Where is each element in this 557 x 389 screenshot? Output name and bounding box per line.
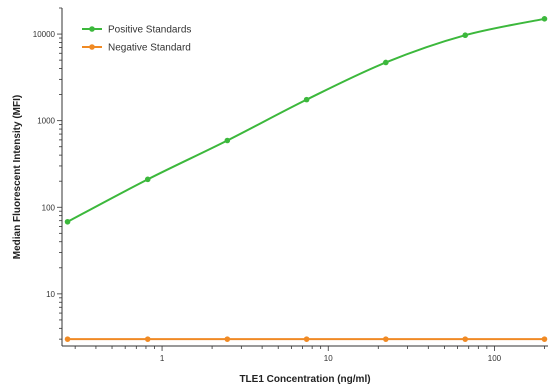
data-point-positive-standards: [144, 176, 151, 183]
data-point-negative-standard: [462, 336, 469, 342]
data-point-negative-standard: [144, 336, 151, 342]
legend-marker-negative-standard: [89, 44, 95, 50]
data-point-positive-standards: [64, 218, 71, 225]
data-point-positive-standards: [462, 32, 469, 39]
legend-marker-positive-standards: [89, 26, 95, 32]
x-tick-label: 10: [324, 354, 333, 363]
y-tick-label: 10: [46, 290, 55, 299]
legend-label-negative-standard: Negative Standard: [108, 43, 191, 54]
data-point-negative-standard: [541, 336, 548, 342]
y-axis-title: Median Fluorescent Intensity (MFI): [12, 95, 23, 259]
y-tick-label: 100: [42, 203, 56, 212]
series-layer: [64, 16, 548, 342]
data-point-positive-standards: [224, 137, 231, 144]
legend-label-positive-standards: Positive Standards: [108, 25, 191, 36]
x-tick-label: 1: [160, 354, 165, 363]
data-point-negative-standard: [224, 336, 231, 342]
y-tick-label: 10000: [33, 30, 56, 39]
x-axis-title: TLE1 Concentration (ng/ml): [239, 374, 370, 385]
y-tick-label: 1000: [37, 117, 55, 126]
axes: 10 100 1000 10000 1 10 100: [33, 7, 548, 363]
data-point-negative-standard: [383, 336, 389, 342]
data-point-positive-standards: [303, 96, 310, 103]
data-point-negative-standard: [303, 336, 310, 342]
data-point-positive-standards: [541, 16, 548, 22]
x-tick-label: 100: [488, 354, 502, 363]
legend: Positive Standards Negative Standard: [82, 25, 191, 54]
data-point-negative-standard: [64, 336, 71, 342]
data-point-positive-standards: [383, 59, 389, 66]
